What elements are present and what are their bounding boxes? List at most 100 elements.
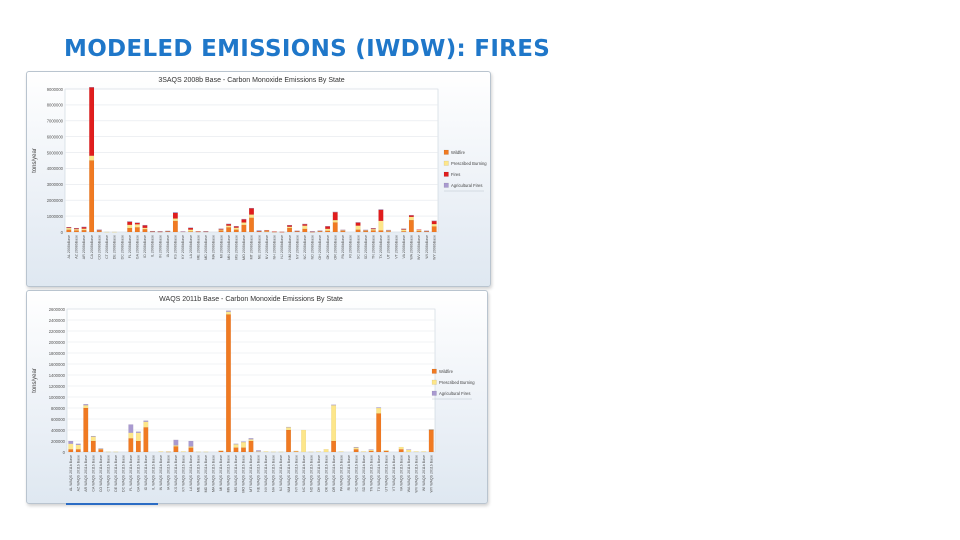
bar-ar-prescribed-burning <box>83 405 89 409</box>
y-tick-label: 7000000 <box>47 119 64 124</box>
x-tick-label: MI 2008bBase <box>219 235 223 258</box>
bar-mt-wildfire <box>249 217 254 233</box>
chart-panel-2008: 3SAQS 2008b Base - Carbon Monoxide Emiss… <box>26 71 491 287</box>
y-tick-label: 1000000 <box>49 395 66 400</box>
bar-mn-prescribed-burning <box>226 225 232 228</box>
y-tick-label: 0 <box>63 450 66 455</box>
x-tick-label: MS WAQS 2011b Base <box>234 455 238 492</box>
legend-swatch <box>431 390 437 396</box>
bar-pa-prescribed-burning <box>340 230 346 232</box>
bar-pa-wildfire <box>340 230 346 233</box>
bar-ar-prescribed-burning <box>81 228 87 231</box>
y-tick-label: 4000000 <box>47 166 64 171</box>
bar-oh-prescribed-burning <box>316 451 322 453</box>
bar-la-wildfire <box>188 447 194 453</box>
bar-la-agricultural-fires <box>188 440 194 447</box>
bar-fl-agricultural-fires <box>128 424 134 433</box>
x-tick-label: IL 2008bBase <box>151 235 155 257</box>
x-tick-label: NM 2008bBase <box>288 235 292 260</box>
bar-ut-wildfire <box>386 231 391 233</box>
x-tick-label: SC 2008bBase <box>356 235 360 259</box>
bar-fl-wildfire <box>128 438 134 453</box>
bar-id-agricultural-fires <box>143 420 149 422</box>
x-tick-label: AZ 2008bBase <box>75 235 79 259</box>
bar-ky-prescribed-burning <box>180 451 186 453</box>
bar-ga-wildfire <box>134 227 140 233</box>
x-tick-label: DE 2008bBase <box>113 235 117 259</box>
bar-sc-prescribed-burning <box>353 447 359 450</box>
x-tick-label: VT WAQS 2011b Base <box>392 455 396 491</box>
y-tick-label: 2400000 <box>49 318 66 323</box>
bar-id-prescribed-burning <box>143 421 149 428</box>
bar-az-prescribed-burning <box>73 229 79 231</box>
bar-mi-wildfire <box>218 230 224 233</box>
bar-ny-prescribed-burning <box>293 450 299 452</box>
x-tick-label: WV 2008bBase <box>417 235 421 260</box>
bar-al-prescribed-burning <box>66 227 72 230</box>
bar-wa-fires <box>408 215 414 218</box>
y-tick-label: 6000000 <box>47 134 64 139</box>
x-tick-label: FL WAQS 2011b Base <box>129 455 133 491</box>
bar-pa-prescribed-burning <box>338 451 344 453</box>
x-tick-label: TX WAQS 2011b Base <box>377 455 381 491</box>
x-tick-label: NE 2008bBase <box>257 235 261 259</box>
y-tick-label: 1400000 <box>49 373 66 378</box>
bar-sc-fires <box>355 222 361 226</box>
bar-co-wildfire <box>98 449 104 453</box>
x-tick-label: TN 2008bBase <box>371 235 375 259</box>
bar-ks-agricultural-fires <box>173 439 179 446</box>
x-tick-label: OK 2008bBase <box>326 235 330 259</box>
bar-wy-wildfire <box>428 429 434 453</box>
bar-wa-prescribed-burning <box>406 449 412 453</box>
bar-al-agricultural-fires <box>68 440 74 444</box>
bar-ms-prescribed-burning <box>233 227 239 230</box>
x-tick-label: PA 2008bBase <box>341 235 345 259</box>
bar-ar-fires <box>81 226 87 229</box>
x-tick-label: NH WAQS 2011b Base <box>272 455 276 492</box>
bar-ok-prescribed-burning <box>325 228 331 231</box>
bar-nm-prescribed-burning <box>287 226 293 229</box>
x-tick-label: VT 2008bBase <box>394 235 398 259</box>
x-tick-label: TX 2008bBase <box>379 235 383 259</box>
x-tick-label: NJ WAQS 2011b Base <box>279 455 283 491</box>
x-tick-label: IN 2008bBase <box>158 235 162 258</box>
bar-ar-agricultural-fires <box>83 404 89 406</box>
bar-ga-wildfire <box>135 440 141 453</box>
legend-label: Prescribed Burning <box>451 161 487 166</box>
chart-panel-2011: WAQS 2011b Base - Carbon Monoxide Emissi… <box>26 290 488 504</box>
bar-nc-wildfire <box>302 228 308 233</box>
link-underline <box>66 503 158 505</box>
y-tick-label: 1200000 <box>49 384 66 389</box>
bar-nm-wildfire <box>286 429 291 453</box>
bar-mn-wildfire <box>226 314 231 453</box>
bar-id-fires <box>142 225 148 228</box>
bar-mt-agricultural-fires <box>248 438 254 440</box>
y-tick-label: 8000000 <box>47 103 64 108</box>
x-tick-label: WI WAQS 2011b Base <box>422 455 426 491</box>
bar-id-wildfire <box>142 229 148 233</box>
bar-wy-prescribed-burning <box>431 223 437 227</box>
bar-fl-wildfire <box>127 227 133 233</box>
x-tick-label: SC WAQS 2011b Base <box>354 455 358 492</box>
y-tick-label: 3000000 <box>47 182 64 187</box>
bar-fl-fires <box>127 221 133 225</box>
x-tick-label: WV WAQS 2011b Base <box>414 455 418 493</box>
bar-mn-wildfire <box>226 227 232 233</box>
bar-mo-prescribed-burning <box>241 442 246 448</box>
bar-va-wildfire <box>401 231 407 233</box>
bar-al-wildfire <box>68 449 74 453</box>
bar-ms-prescribed-burning <box>233 444 239 448</box>
x-tick-label: ME WAQS 2011b Base <box>197 455 201 492</box>
bar-ut-prescribed-burning <box>386 230 391 232</box>
x-tick-label: AL 2008bBase <box>67 235 71 258</box>
bar-sc-prescribed-burning <box>355 225 361 230</box>
bar-tn-prescribed-burning <box>370 229 376 231</box>
bar-nc-prescribed-burning <box>301 429 306 453</box>
bar-az-wildfire <box>75 449 81 453</box>
slide-title: MODELED EMISSIONS (IWDW): FIRES <box>64 36 551 62</box>
bar-or-fires <box>332 212 338 221</box>
bar-tx-prescribed-burning <box>378 220 384 231</box>
chart-title: WAQS 2011b Base - Carbon Monoxide Emissi… <box>159 296 343 303</box>
legend-swatch <box>431 379 437 385</box>
y-axis-label: tons/year <box>32 148 38 173</box>
